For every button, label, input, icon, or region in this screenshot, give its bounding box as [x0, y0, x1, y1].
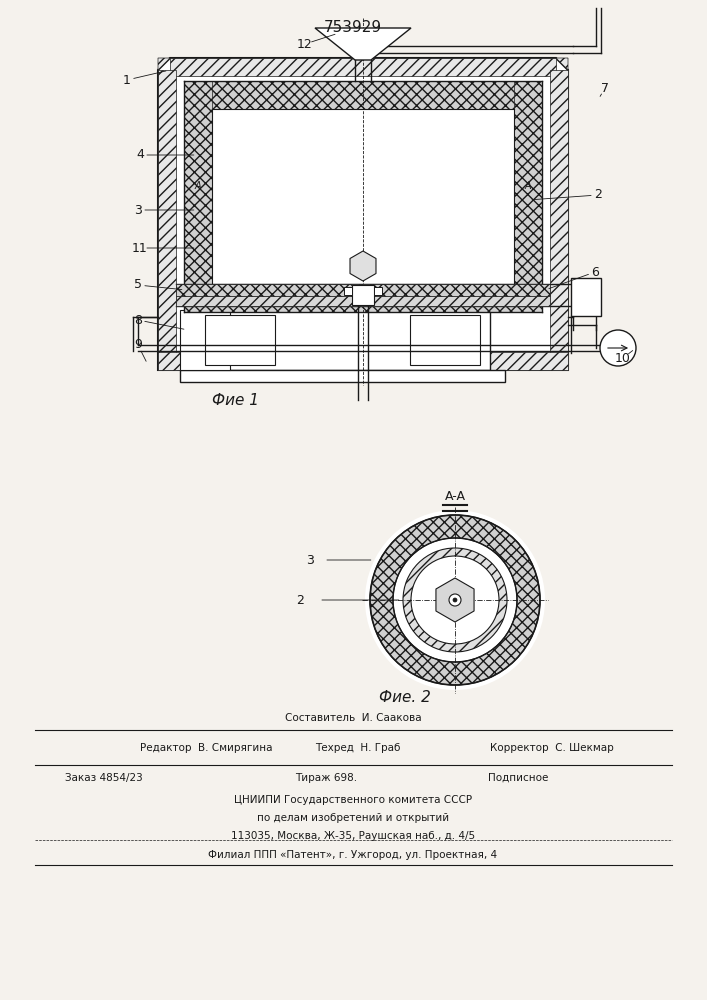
Bar	[195, 310, 490, 370]
Circle shape	[449, 594, 461, 606]
Text: по делам изобретений и открытий: по делам изобретений и открытий	[257, 813, 449, 823]
Text: 5: 5	[134, 278, 142, 292]
Text: Составитель  И. Саакова: Составитель И. Саакова	[285, 713, 421, 723]
Bar	[374, 287, 382, 295]
Bar	[550, 70, 568, 370]
Text: A: A	[525, 181, 532, 191]
Polygon shape	[158, 58, 568, 370]
Bar	[571, 278, 601, 316]
Bar	[158, 70, 176, 370]
Text: Филиал ППП «Патент», г. Ужгород, ул. Проектная, 4: Филиал ППП «Патент», г. Ужгород, ул. Про…	[209, 850, 498, 860]
Circle shape	[600, 330, 636, 366]
Text: 6: 6	[591, 265, 599, 278]
Bar	[180, 370, 505, 382]
Text: Редактор  В. Смирягина: Редактор В. Смирягина	[140, 743, 272, 753]
Text: Тираж 698.: Тираж 698.	[295, 773, 357, 783]
Text: A-A: A-A	[445, 490, 465, 504]
Bar	[410, 315, 480, 365]
Bar	[184, 81, 212, 312]
Text: Корректор  С. Шекмар: Корректор С. Шекмар	[490, 743, 614, 753]
Bar	[344, 287, 352, 295]
Wedge shape	[370, 515, 540, 685]
Bar	[184, 81, 542, 109]
Polygon shape	[315, 28, 411, 60]
Wedge shape	[403, 548, 507, 652]
Text: 753929: 753929	[324, 20, 382, 35]
Text: Техред  Н. Граб: Техред Н. Граб	[315, 743, 400, 753]
Text: Фие 1: Фие 1	[211, 393, 259, 408]
Bar	[514, 81, 542, 312]
Polygon shape	[556, 58, 568, 70]
Text: Заказ 4854/23: Заказ 4854/23	[65, 773, 143, 783]
Polygon shape	[158, 58, 170, 70]
Text: 4: 4	[136, 148, 144, 161]
Bar	[176, 284, 550, 296]
Circle shape	[453, 598, 457, 602]
Bar	[170, 58, 556, 76]
Circle shape	[365, 510, 545, 690]
Polygon shape	[436, 578, 474, 622]
Text: 2: 2	[296, 593, 304, 606]
Text: 1: 1	[123, 74, 131, 87]
Text: 10: 10	[615, 352, 631, 364]
Bar	[180, 310, 230, 370]
Text: 3: 3	[134, 204, 142, 217]
Bar	[176, 296, 550, 306]
Text: ЦНИИПИ Государственного комитета СССР: ЦНИИПИ Государственного комитета СССР	[234, 795, 472, 805]
Text: 8: 8	[134, 314, 142, 326]
Text: A: A	[194, 181, 201, 191]
Text: 2: 2	[594, 188, 602, 202]
Text: Подписное: Подписное	[488, 773, 549, 783]
Text: Фие. 2: Фие. 2	[379, 690, 431, 705]
Bar	[158, 352, 568, 370]
Text: 113035, Москва, Ж-35, Раушская наб., д. 4/5: 113035, Москва, Ж-35, Раушская наб., д. …	[231, 831, 475, 841]
Bar	[205, 315, 275, 365]
Bar	[352, 285, 374, 305]
Text: 12: 12	[297, 37, 313, 50]
Text: 9: 9	[134, 338, 142, 352]
Polygon shape	[350, 251, 376, 281]
Text: 11: 11	[132, 241, 148, 254]
Text: 3: 3	[306, 554, 314, 566]
Bar	[184, 284, 542, 312]
Text: 7: 7	[601, 82, 609, 95]
